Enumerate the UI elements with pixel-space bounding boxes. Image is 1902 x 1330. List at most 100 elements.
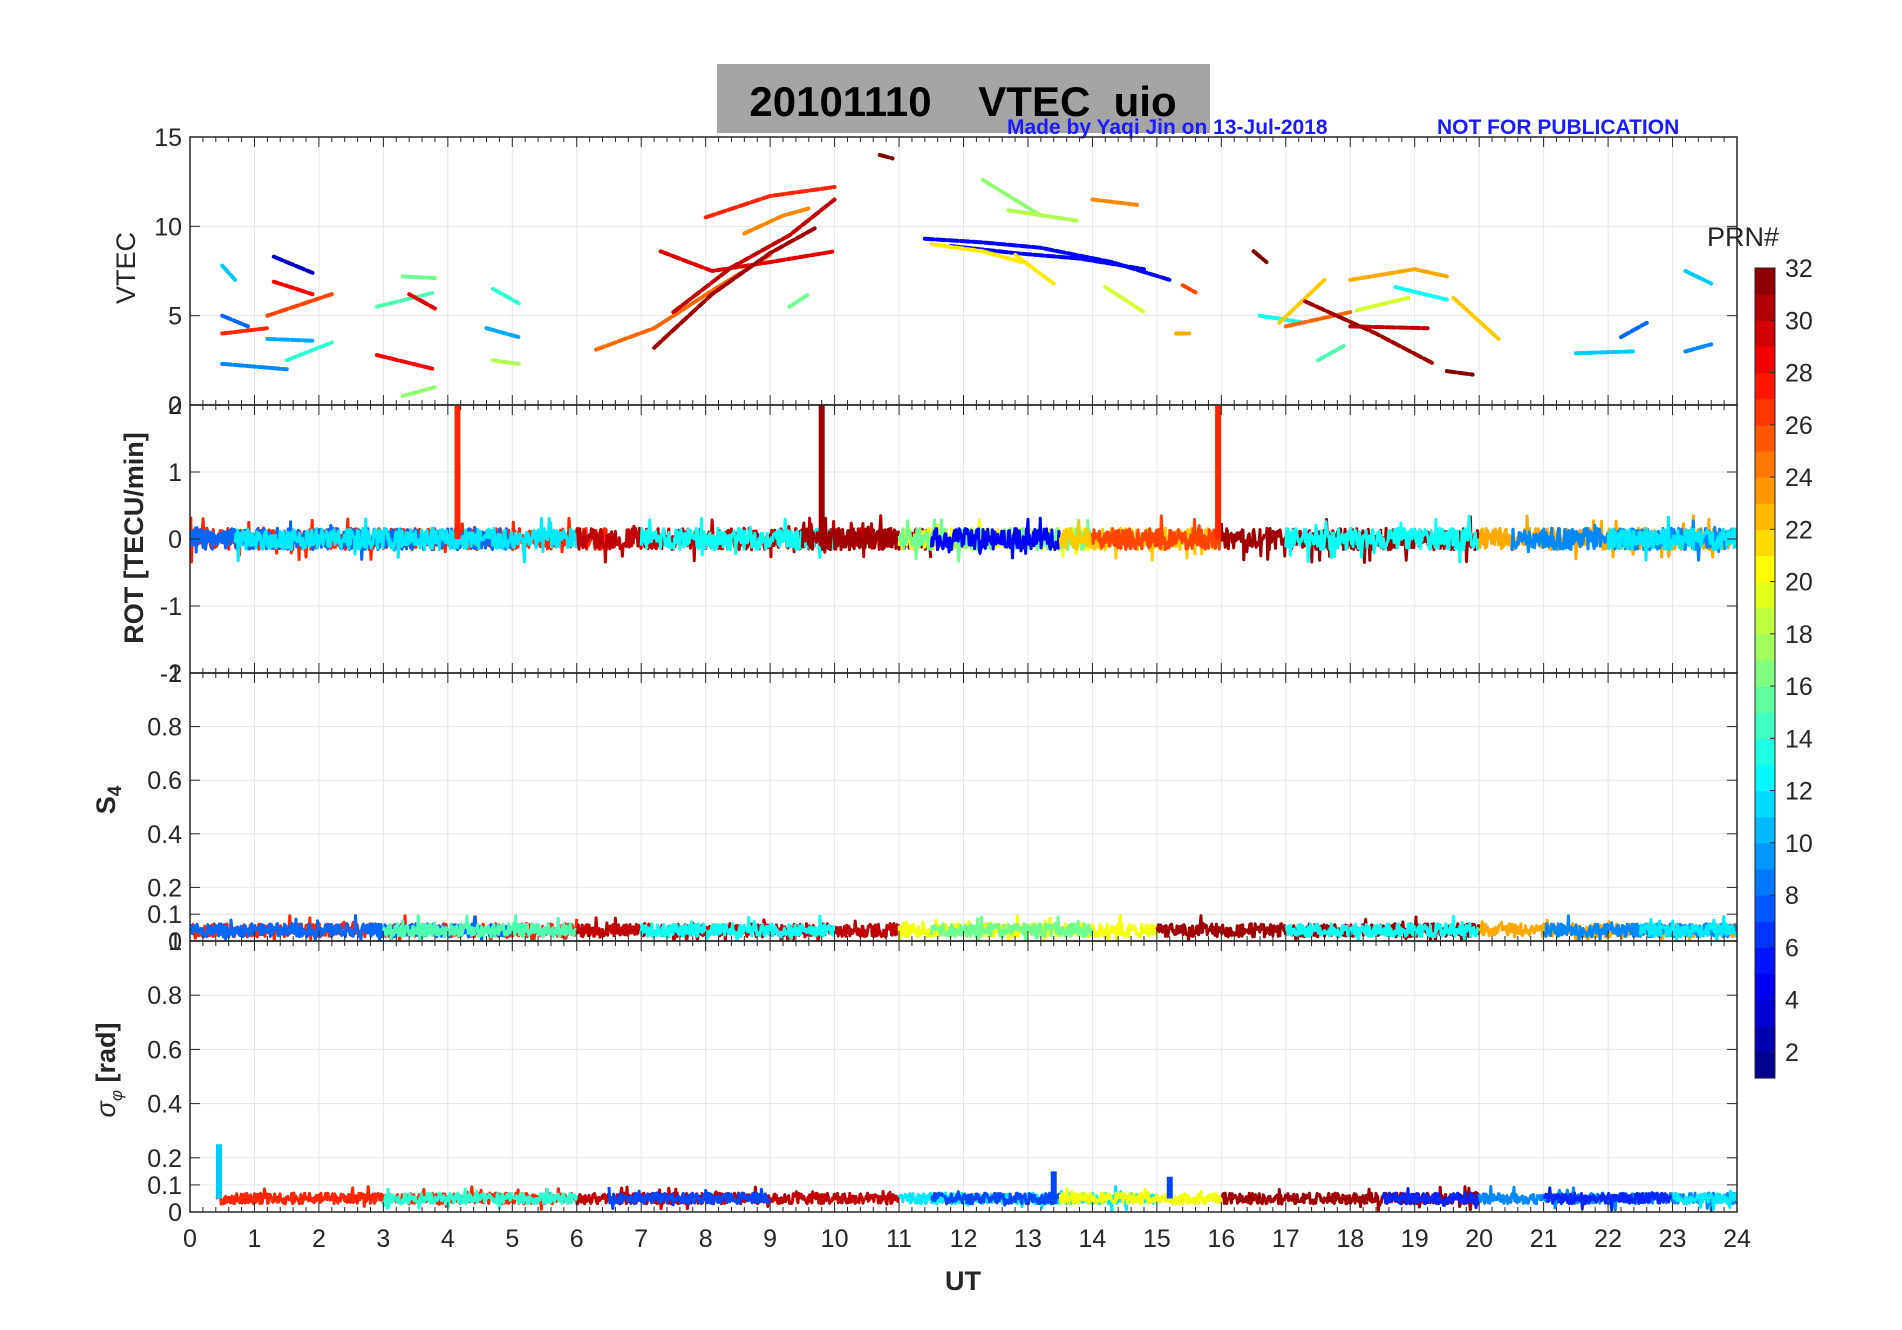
x-tick-label: 14: [1079, 1225, 1107, 1253]
vtec-series-prn-14: [491, 286, 521, 306]
vtec-series-prn-8: [220, 313, 250, 329]
vtec-series-prn-27: [220, 326, 270, 336]
x-tick-label: 23: [1659, 1225, 1687, 1253]
vtec-ytick-label: 5: [168, 303, 182, 331]
s4-ytick-label: 1: [168, 660, 182, 688]
vtec-series-prn-30: [671, 197, 837, 315]
x-tick-label: 9: [763, 1225, 777, 1253]
vtec-panel: 0 5 10 15: [154, 124, 1738, 420]
colorbar-tick-label: 32: [1785, 255, 1813, 283]
x-tick-label: 10: [821, 1225, 849, 1253]
colorbar-tick-label: 30: [1785, 307, 1813, 335]
rot-ytick-label: 1: [168, 459, 182, 487]
sigma-ytick-label: 0.8: [147, 982, 182, 1010]
rot-ylabel: ROT [TECU/min]: [119, 432, 149, 643]
vtec-series-prn-29: [658, 249, 837, 274]
x-tick-label: 2: [312, 1225, 326, 1253]
vtec-ylabel: VTEC: [111, 232, 141, 304]
vtec-series-prn-11: [220, 263, 238, 282]
vtec-series-prn-11: [1573, 349, 1636, 356]
colorbar-bin: [1755, 712, 1775, 739]
s4-ytick-label: 0.1: [147, 901, 182, 929]
sigma-ytick-label: 0.6: [147, 1036, 182, 1064]
sigma-ytick-label: 1: [168, 928, 182, 956]
rot-trace-prn-5: [929, 516, 1062, 560]
colorbar-bin: [1755, 372, 1775, 400]
x-tick-label: 12: [950, 1225, 978, 1253]
colorbar-tick-label: 14: [1785, 725, 1813, 753]
colorbar-tick-label: 8: [1785, 882, 1799, 910]
vtec-series-prn-29: [407, 292, 437, 311]
colorbar-tick-label: 2: [1785, 1039, 1799, 1067]
colorbar-bin: [1755, 947, 1775, 975]
colorbar-bin: [1755, 895, 1775, 922]
vtec-series-prn-24: [742, 206, 811, 236]
vtec-series-prn-32: [1444, 369, 1475, 377]
x-tick-label: 24: [1723, 1225, 1751, 1253]
colorbar-tick-label: 12: [1785, 778, 1813, 806]
vtec-series-prn-10: [484, 326, 521, 340]
vtec-series-prn-11: [1683, 269, 1714, 286]
vtec-series-prn-31: [1303, 299, 1436, 366]
s4-panel: 00.10.2 0.4 0.6 0.8 1: [147, 660, 1738, 956]
colorbar-bin: [1755, 686, 1775, 713]
x-tick-label: 20: [1465, 1225, 1493, 1253]
s4-trace-prn-12: [1638, 915, 1737, 941]
sigma-data: [215, 1144, 1737, 1212]
colorbar-bin: [1755, 999, 1775, 1027]
x-tick-label: 7: [634, 1225, 648, 1253]
vtec-series-prn-21: [1013, 252, 1056, 286]
x-tick-label: 19: [1401, 1225, 1429, 1253]
sigma-trace-prn-6: [1381, 1187, 1480, 1210]
colorbar-bin: [1755, 503, 1775, 530]
colorbar-bin: [1755, 268, 1775, 295]
s4-ytick-label: 0.6: [147, 767, 182, 795]
x-tick-label: 13: [1014, 1225, 1042, 1253]
vtec-series-prn-24: [1090, 197, 1140, 207]
vtec-series-prn-18: [491, 358, 521, 366]
sigma-ytick-label: 0.1: [147, 1172, 182, 1200]
colorbar-label: PRN#: [1707, 222, 1779, 252]
vtec-series-prn-16: [787, 292, 811, 309]
vtec-series-prn-23: [1348, 267, 1449, 282]
vtec-series-prn-18: [1006, 208, 1082, 223]
sigma-trace-prn-7: [607, 1186, 772, 1210]
rot-trace-prn-12: [1606, 515, 1737, 562]
colorbar-tick-label: 26: [1785, 412, 1813, 440]
vtec-series-prn-26: [1180, 283, 1198, 295]
vtec-series-prn-16: [400, 274, 437, 281]
vtec-series-prn-32: [877, 152, 895, 161]
rot-trace-prn-26: [1090, 514, 1223, 552]
vtec-series-prn-10: [265, 336, 315, 343]
vtec-series-prn-15: [374, 290, 437, 309]
vtec-data: [220, 152, 1714, 399]
x-tick-label: 5: [505, 1225, 519, 1253]
x-tick-label: 4: [441, 1225, 455, 1253]
vtec-series-prn-26: [265, 292, 334, 318]
colorbar-tick-label: 16: [1785, 673, 1813, 701]
chart-title: 20101110 VTEC uio: [749, 78, 1176, 125]
x-tick-label: 6: [570, 1225, 584, 1253]
sigma-trace-prn-7: [930, 1190, 1061, 1207]
rot-trace-prn-13: [1284, 514, 1480, 564]
colorbar-bin: [1755, 1051, 1775, 1079]
sigma-ytick-label: 0.2: [147, 1145, 182, 1173]
vtec-series-prn-13: [1393, 285, 1449, 302]
vtec-ytick-label: 0: [168, 392, 182, 420]
colorbar-bin: [1755, 868, 1775, 896]
colorbar-bin: [1755, 633, 1775, 661]
colorbar-bin: [1755, 973, 1775, 1001]
s4-ytick-label: 0.4: [147, 821, 182, 849]
colorbar-bin: [1755, 424, 1775, 452]
vtec-series-prn-17: [980, 177, 1043, 218]
s4-ytick-label: 0: [168, 928, 182, 956]
sigma-trace-prn-12: [1671, 1189, 1737, 1211]
s4-trace-prn-13: [1284, 914, 1480, 941]
rot-ytick-label: 0: [168, 526, 182, 554]
colorbar-tick-label: 6: [1785, 934, 1799, 962]
x-tick-label: 16: [1207, 1225, 1235, 1253]
x-tick-label: 15: [1143, 1225, 1171, 1253]
vtec-series-prn-19: [1354, 295, 1411, 313]
colorbar-bin: [1755, 529, 1775, 557]
